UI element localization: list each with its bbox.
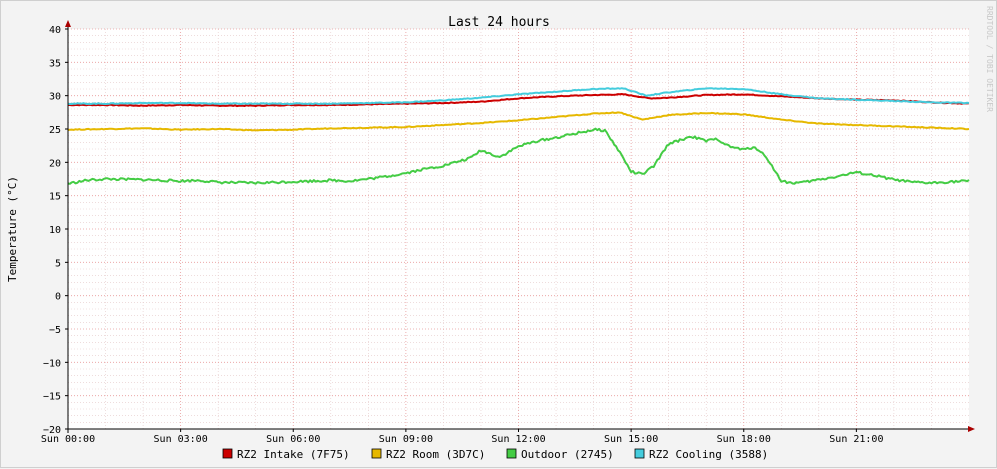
y-tick-label: −10 [43, 358, 61, 369]
y-tick-label: 15 [49, 192, 61, 203]
legend-label: RZ2 Cooling (3588) [649, 448, 768, 461]
y-axis-arrow [65, 20, 71, 27]
x-tick-label: Sun 18:00 [717, 434, 771, 445]
axes [65, 20, 975, 433]
legend-swatch [634, 448, 645, 459]
legend-label: RZ2 Room (3D7C) [386, 448, 485, 461]
legend-label: RZ2 Intake (7F75) [237, 448, 350, 461]
x-tick-labels: Sun 00:00 Sun 03:00 Sun 06:00 Sun 09:00 Sun … [41, 434, 884, 445]
y-tick-label: 25 [49, 125, 61, 136]
legend-label: Outdoor (2745) [521, 448, 614, 461]
series-line [67, 111, 970, 132]
y-tick-label: 0 [55, 292, 61, 303]
y-tick-label: 5 [55, 258, 61, 269]
y-tick-label: −15 [43, 392, 61, 403]
y-tick-label: −20 [43, 425, 61, 436]
x-axis-arrow [968, 426, 975, 432]
watermark: RRDTOOL / TOBI OETIKER [985, 6, 994, 112]
y-tick-label: −5 [49, 325, 61, 336]
chart-title: Last 24 hours [448, 15, 550, 30]
y-tick-label: 30 [49, 92, 61, 103]
x-tick-label: Sun 12:00 [491, 434, 545, 445]
x-tick-label: Sun 15:00 [604, 434, 658, 445]
x-tick-label: Sun 06:00 [266, 434, 320, 445]
y-tick-label: 40 [49, 25, 61, 36]
x-tick-label: Sun 21:00 [829, 434, 883, 445]
x-tick-label: Sun 03:00 [154, 434, 208, 445]
y-tick-label: 35 [49, 58, 61, 69]
legend-swatch [371, 448, 382, 459]
legend-swatch [222, 448, 233, 459]
legend: RZ2 Intake (7F75) RZ2 Room (3D7C) Outdoor … [222, 448, 768, 461]
series-lines [67, 87, 970, 185]
y-axis-label: Temperature (°C) [6, 176, 19, 282]
y-tick-labels: 40 35 30 25 20 15 10 5 0 −5 −10 −15 −20 [43, 25, 61, 436]
x-tick-label: Sun 00:00 [41, 434, 95, 445]
y-tick-label: 10 [49, 225, 61, 236]
series-line [67, 87, 970, 106]
y-tick-label: 20 [49, 158, 61, 169]
series-line [67, 127, 970, 185]
x-tick-label: Sun 09:00 [379, 434, 433, 445]
legend-swatch [506, 448, 517, 459]
